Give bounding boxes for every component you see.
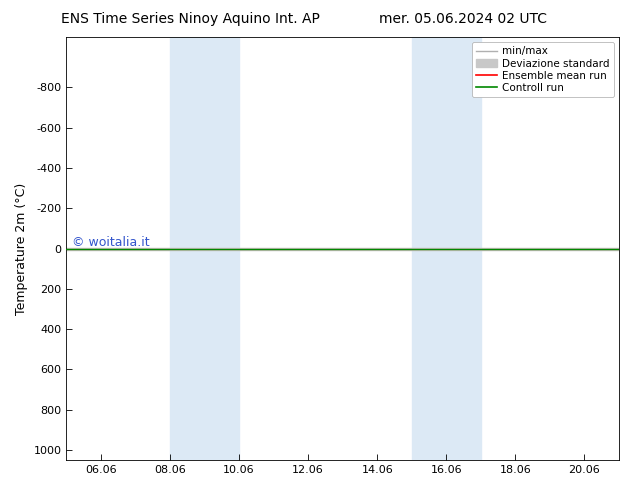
Bar: [411, 37, 481, 460]
Text: ENS Time Series Ninoy Aquino Int. AP: ENS Time Series Ninoy Aquino Int. AP: [61, 12, 320, 26]
Bar: [170, 37, 239, 460]
Text: mer. 05.06.2024 02 UTC: mer. 05.06.2024 02 UTC: [379, 12, 547, 26]
Y-axis label: Temperature 2m (°C): Temperature 2m (°C): [15, 182, 28, 315]
Text: © woitalia.it: © woitalia.it: [72, 236, 150, 248]
Legend: min/max, Deviazione standard, Ensemble mean run, Controll run: min/max, Deviazione standard, Ensemble m…: [472, 42, 614, 97]
